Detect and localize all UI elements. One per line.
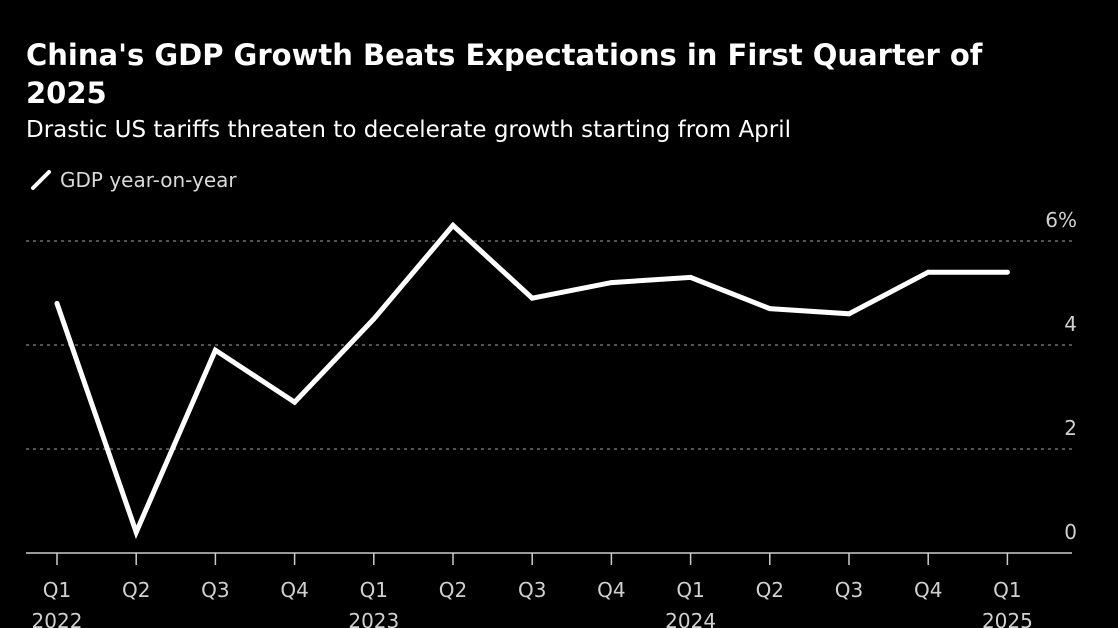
data-point — [450, 222, 456, 228]
legend: GDP year-on-year — [30, 168, 237, 192]
chart-title: China's GDP Growth Beats Expectations in… — [26, 38, 983, 110]
x-tick-label: Q4 — [597, 578, 625, 602]
x-tick-label: Q3 — [835, 578, 863, 602]
data-point — [925, 269, 931, 275]
data-point — [1004, 269, 1010, 275]
x-tick-label: Q3 — [201, 578, 229, 602]
gridlines — [26, 240, 1072, 450]
chart-subtitle: Drastic US tariffs threaten to decelerat… — [26, 117, 792, 143]
x-tick-label: Q4 — [914, 578, 942, 602]
x-year-label: 2024 — [665, 609, 716, 628]
legend-label: GDP year-on-year — [60, 168, 237, 192]
x-tick-label: Q4 — [280, 578, 308, 602]
x-year-label: 2023 — [348, 609, 399, 628]
legend-line-icon — [31, 170, 51, 190]
data-point — [133, 529, 139, 535]
x-axis — [26, 552, 1072, 565]
x-year-label: 2025 — [982, 609, 1033, 628]
data-point — [529, 295, 535, 301]
data-point — [212, 347, 218, 353]
x-tick-label: Q2 — [756, 578, 784, 602]
data-point — [767, 306, 773, 312]
x-tick-label: Q1 — [993, 578, 1021, 602]
y-tick-label: 0 — [1064, 520, 1077, 544]
data-point — [608, 280, 614, 286]
tick-labels: 0 2 4 6% Q1 Q2 Q3 Q4 Q1 Q2 Q3 Q4 Q1 Q2 Q3 Q4 Q1 2022 2023 2… — [32, 208, 1077, 628]
data-point — [54, 300, 60, 306]
x-tick-label: Q1 — [43, 578, 71, 602]
x-tick-label: Q2 — [439, 578, 467, 602]
y-tick-label: 6% — [1045, 208, 1077, 232]
data-point — [292, 399, 298, 405]
series-layer — [54, 221, 1010, 540]
y-tick-label: 2 — [1064, 416, 1077, 440]
y-tick-label: 4 — [1064, 312, 1077, 336]
x-year-label: 2022 — [32, 609, 83, 628]
data-point — [371, 316, 377, 322]
x-tick-label: Q1 — [360, 578, 388, 602]
x-tick-label: Q2 — [122, 578, 150, 602]
x-tick-label: Q1 — [676, 578, 704, 602]
x-tick-label: Q3 — [518, 578, 546, 602]
data-point — [846, 311, 852, 317]
series-line-gdp — [54, 221, 1008, 540]
data-point — [688, 274, 694, 280]
